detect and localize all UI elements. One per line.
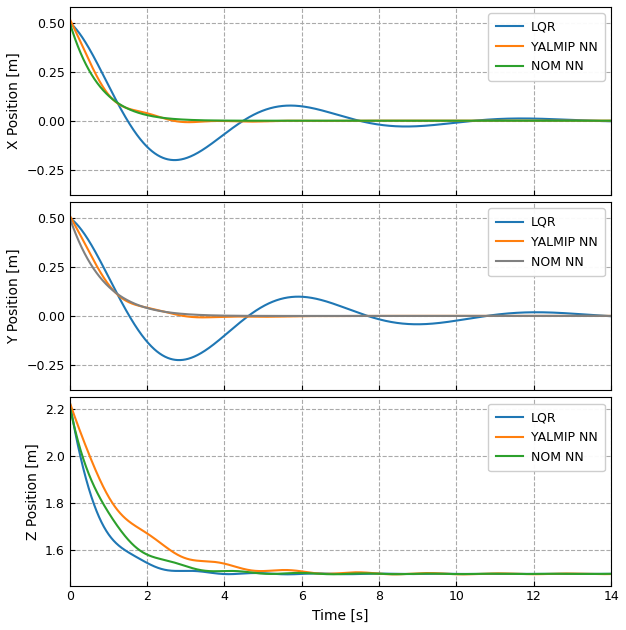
LQR [592, 570, 600, 578]
Legend: LQR, YALMIP NN, NOM NN: LQR, YALMIP NN, NOM NN [488, 13, 605, 81]
NOM NN [315, 570, 322, 578]
NOM NN [329, 571, 337, 578]
Y-axis label: Z Position [m]: Z Position [m] [26, 443, 39, 540]
NOM NN [493, 570, 500, 578]
NOM NN [289, 312, 296, 319]
NOM NN [329, 117, 337, 125]
Line: NOM NN: NOM NN [69, 23, 611, 121]
NOM NN [66, 19, 73, 26]
YALMIP NN [607, 117, 615, 125]
LQR [493, 570, 500, 578]
LQR [315, 570, 322, 577]
NOM NN [94, 79, 101, 87]
LQR [493, 115, 500, 123]
LQR [175, 357, 183, 364]
LQR [592, 117, 600, 125]
NOM NN [607, 570, 615, 578]
NOM NN [607, 312, 615, 319]
LQR [329, 300, 337, 307]
YALMIP NN [94, 471, 101, 478]
NOM NN [315, 117, 322, 125]
YALMIP NN [493, 117, 500, 125]
LQR [607, 312, 615, 320]
LQR [329, 570, 337, 578]
YALMIP NN [607, 570, 615, 578]
YALMIP NN [94, 263, 101, 271]
NOM NN [592, 117, 600, 125]
YALMIP NN [185, 118, 192, 126]
NOM NN [269, 117, 276, 125]
LQR [315, 295, 322, 303]
LQR [329, 110, 337, 117]
YALMIP NN [592, 570, 600, 578]
LQR [94, 252, 101, 260]
Line: LQR: LQR [69, 23, 611, 160]
LQR [607, 570, 615, 578]
LQR [592, 117, 599, 125]
YALMIP NN [66, 399, 73, 406]
NOM NN [592, 312, 599, 319]
YALMIP NN [66, 212, 73, 219]
X-axis label: Time [s]: Time [s] [312, 609, 369, 623]
Line: LQR: LQR [69, 402, 611, 575]
YALMIP NN [391, 571, 398, 578]
Legend: LQR, YALMIP NN, NOM NN: LQR, YALMIP NN, NOM NN [488, 209, 605, 276]
LQR [315, 106, 322, 113]
YALMIP NN [493, 312, 500, 319]
YALMIP NN [315, 117, 322, 125]
NOM NN [315, 312, 322, 319]
LQR [284, 571, 291, 578]
YALMIP NN [607, 312, 615, 319]
LQR [592, 311, 599, 319]
Line: NOM NN: NOM NN [69, 406, 611, 575]
YALMIP NN [592, 312, 599, 319]
LQR [94, 509, 101, 517]
NOM NN [592, 312, 600, 319]
YALMIP NN [493, 570, 500, 577]
Y-axis label: Y Position [m]: Y Position [m] [7, 248, 21, 344]
LQR [607, 118, 615, 125]
NOM NN [493, 312, 500, 319]
YALMIP NN [592, 570, 599, 578]
YALMIP NN [315, 312, 322, 320]
Line: NOM NN: NOM NN [69, 218, 611, 316]
Line: YALMIP NN: YALMIP NN [69, 19, 611, 122]
NOM NN [329, 312, 337, 319]
NOM NN [493, 117, 500, 125]
LQR [493, 311, 500, 318]
LQR [592, 570, 599, 578]
YALMIP NN [592, 312, 600, 319]
NOM NN [592, 117, 599, 125]
LQR [592, 311, 600, 319]
LQR [94, 60, 101, 67]
NOM NN [66, 214, 73, 222]
LQR [171, 156, 178, 164]
NOM NN [94, 270, 101, 278]
YALMIP NN [329, 117, 337, 125]
YALMIP NN [329, 570, 337, 578]
YALMIP NN [94, 74, 101, 81]
Y-axis label: X Position [m]: X Position [m] [7, 53, 21, 149]
YALMIP NN [315, 570, 322, 577]
Line: LQR: LQR [69, 218, 611, 360]
YALMIP NN [592, 117, 599, 125]
NOM NN [607, 117, 615, 125]
NOM NN [592, 570, 599, 578]
NOM NN [94, 490, 101, 497]
LQR [66, 214, 73, 222]
LQR [66, 19, 73, 26]
NOM NN [592, 570, 600, 578]
LQR [66, 398, 73, 406]
YALMIP NN [66, 15, 73, 23]
Legend: LQR, YALMIP NN, NOM NN: LQR, YALMIP NN, NOM NN [488, 404, 605, 471]
Line: YALMIP NN: YALMIP NN [69, 215, 611, 318]
YALMIP NN [592, 117, 600, 125]
NOM NN [330, 571, 337, 578]
YALMIP NN [199, 314, 207, 321]
NOM NN [66, 403, 73, 410]
Line: YALMIP NN: YALMIP NN [69, 403, 611, 575]
YALMIP NN [329, 312, 337, 320]
